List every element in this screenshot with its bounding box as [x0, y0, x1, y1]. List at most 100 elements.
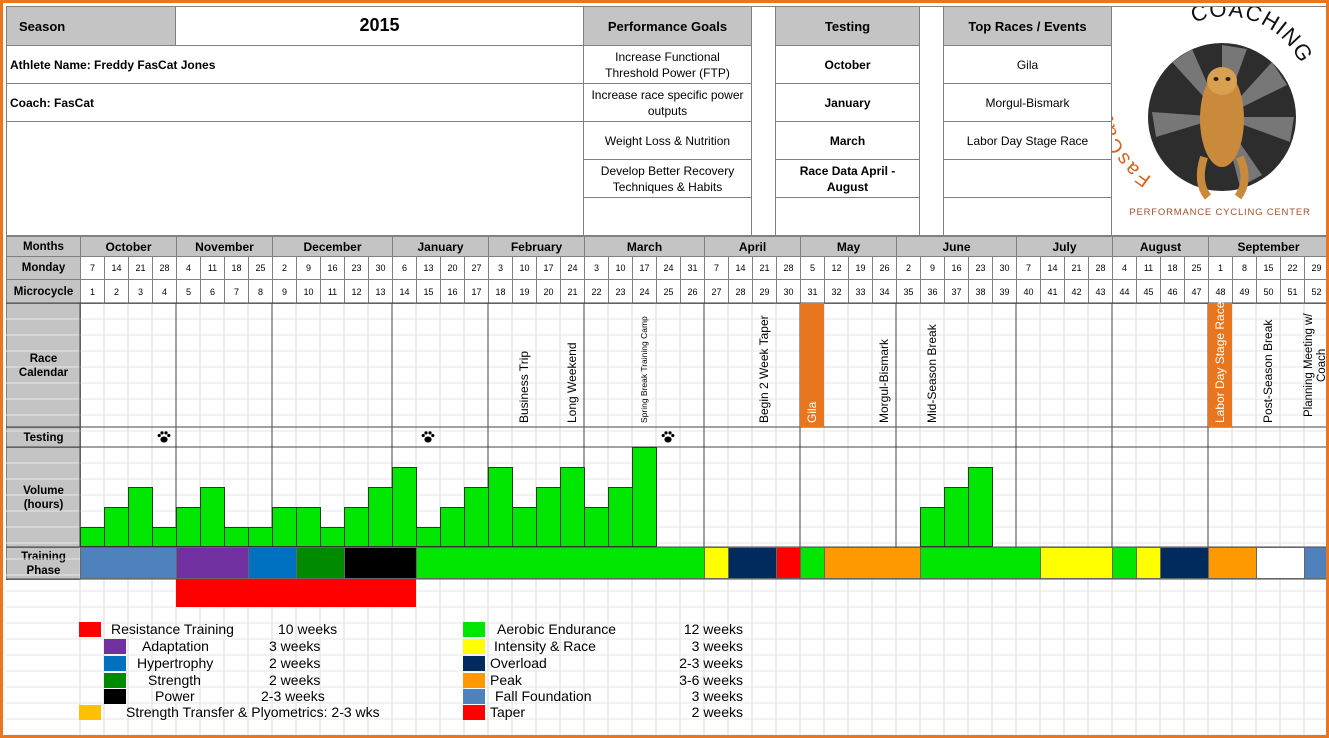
- microcycle-cell[interactable]: 8: [248, 279, 273, 304]
- microcycle-cell[interactable]: 15: [416, 279, 441, 304]
- cougar-logo-icon: FasCat COACHING Performance Cycling Cent…: [1096, 3, 1318, 218]
- training-phase-block[interactable]: [344, 547, 417, 579]
- training-phase-block[interactable]: [176, 547, 249, 579]
- volume-bar[interactable]: [416, 527, 441, 547]
- legend-label: Aerobic Endurance: [497, 621, 617, 637]
- microcycle-cell[interactable]: 33: [848, 279, 873, 304]
- volume-bar[interactable]: [560, 467, 585, 547]
- monday-date-cell[interactable]: 14: [728, 256, 753, 280]
- microcycle-cell[interactable]: 3: [128, 279, 153, 304]
- volume-bar[interactable]: [152, 527, 177, 547]
- legend-duration: 12 weeks: [683, 621, 743, 637]
- training-phase-block[interactable]: [416, 547, 705, 579]
- volume-bar[interactable]: [632, 447, 657, 547]
- volume-bar[interactable]: [488, 467, 513, 547]
- microcycle-cell[interactable]: 5: [176, 279, 201, 304]
- volume-bar[interactable]: [464, 487, 489, 547]
- spacer-column: [919, 6, 944, 236]
- monday-date-cell[interactable]: 6: [392, 256, 417, 280]
- resistance-training-bar[interactable]: [176, 579, 416, 607]
- training-phase-block[interactable]: [1160, 547, 1209, 579]
- training-phase-block[interactable]: [1208, 547, 1257, 579]
- training-phase-block[interactable]: [1256, 547, 1305, 579]
- volume-bar[interactable]: [248, 527, 273, 547]
- monday-date-cell[interactable]: 2: [896, 256, 921, 280]
- monday-date-cell[interactable]: 13: [416, 256, 441, 280]
- microcycle-cell[interactable]: 35: [896, 279, 921, 304]
- volume-bar[interactable]: [368, 487, 393, 547]
- microcycle-cell[interactable]: 44: [1112, 279, 1137, 304]
- monday-date-cell[interactable]: 25: [1184, 256, 1209, 280]
- race-event-label[interactable]: Long Weekend: [565, 342, 579, 423]
- volume-bar[interactable]: [608, 487, 633, 547]
- microcycle-cell[interactable]: 48: [1208, 279, 1233, 304]
- training-phase-block[interactable]: [920, 547, 1041, 579]
- training-phase-block[interactable]: [1112, 547, 1137, 579]
- race-event-label[interactable]: Post-Season Break: [1261, 319, 1275, 423]
- training-phase-block[interactable]: [296, 547, 345, 579]
- goals-item[interactable]: Develop Better Recovery Techniques & Hab…: [583, 159, 752, 198]
- training-phase-block[interactable]: [80, 547, 177, 579]
- volume-bar[interactable]: [944, 487, 969, 547]
- monday-date-cell[interactable]: 27: [464, 256, 489, 280]
- race-event-label[interactable]: Mid-Season Break: [925, 324, 939, 423]
- volume-bar[interactable]: [272, 507, 297, 547]
- volume-bar[interactable]: [320, 527, 345, 547]
- monday-date-cell[interactable]: 21: [128, 256, 153, 280]
- microcycle-cell[interactable]: 16: [440, 279, 465, 304]
- training-phase-block[interactable]: [1304, 547, 1326, 579]
- training-phase-block[interactable]: [1040, 547, 1113, 579]
- training-phase-block[interactable]: [1136, 547, 1161, 579]
- volume-bar[interactable]: [104, 507, 129, 547]
- monday-date-cell[interactable]: 21: [752, 256, 777, 280]
- race-event-label[interactable]: Business Trip: [517, 350, 531, 423]
- microcycle-cell[interactable]: 49: [1232, 279, 1257, 304]
- race-event-label[interactable]: Morgul-Bismark: [877, 338, 891, 423]
- training-phase-block[interactable]: [824, 547, 921, 579]
- monday-date-cell[interactable]: 7: [1016, 256, 1041, 280]
- volume-bar[interactable]: [968, 467, 993, 547]
- race-event-label[interactable]: Spring Break Training Camp: [639, 316, 649, 423]
- training-phase-block[interactable]: [776, 547, 801, 579]
- race-event-label[interactable]: Begin 2 Week Taper: [757, 315, 771, 423]
- volume-bar[interactable]: [920, 507, 945, 547]
- paw-icon: [421, 431, 435, 443]
- microcycle-cell[interactable]: 39: [992, 279, 1017, 304]
- volume-bar[interactable]: [512, 507, 537, 547]
- month-header: September: [1208, 236, 1326, 257]
- monday-date-cell[interactable]: 26: [872, 256, 897, 280]
- volume-bar[interactable]: [536, 487, 561, 547]
- volume-bar[interactable]: [440, 507, 465, 547]
- microcycle-cell[interactable]: 9: [272, 279, 297, 304]
- microcycle-cell[interactable]: 18: [488, 279, 513, 304]
- logo-tagline: Performance Cycling Center: [1129, 207, 1310, 218]
- monday-date-cell[interactable]: 9: [920, 256, 945, 280]
- monday-date-cell[interactable]: 28: [152, 256, 177, 280]
- volume-bar[interactable]: [344, 507, 369, 547]
- monday-date-cell[interactable]: 17: [632, 256, 657, 280]
- microcycle-cell[interactable]: 12: [344, 279, 369, 304]
- volume-bar[interactable]: [392, 467, 417, 547]
- volume-bar[interactable]: [224, 527, 249, 547]
- goals-item[interactable]: Increase race specific power outputs: [583, 83, 752, 122]
- microcycle-cell[interactable]: 45: [1136, 279, 1161, 304]
- training-phase-block[interactable]: [728, 547, 777, 579]
- volume-bar[interactable]: [80, 527, 105, 547]
- volume-bar[interactable]: [176, 507, 201, 547]
- race-event-label[interactable]: Labor Day Stage Race: [1213, 301, 1227, 423]
- monday-date-cell[interactable]: 14: [104, 256, 129, 280]
- monday-date-cell[interactable]: 28: [776, 256, 801, 280]
- race-event-label[interactable]: Gila: [805, 401, 819, 423]
- volume-bar[interactable]: [584, 507, 609, 547]
- volume-bar[interactable]: [296, 507, 321, 547]
- monday-date-cell[interactable]: 3: [584, 256, 609, 280]
- volume-bar[interactable]: [200, 487, 225, 547]
- training-phase-block[interactable]: [800, 547, 825, 579]
- training-phase-block[interactable]: [704, 547, 729, 579]
- race-event-label[interactable]: Planning Meeting w/ Coach: [1303, 313, 1328, 417]
- training-phase-block[interactable]: [248, 547, 297, 579]
- volume-bar[interactable]: [128, 487, 153, 547]
- monday-date-cell[interactable]: 10: [512, 256, 537, 280]
- microcycle-cell[interactable]: 7: [224, 279, 249, 304]
- monday-date-cell[interactable]: 25: [248, 256, 273, 280]
